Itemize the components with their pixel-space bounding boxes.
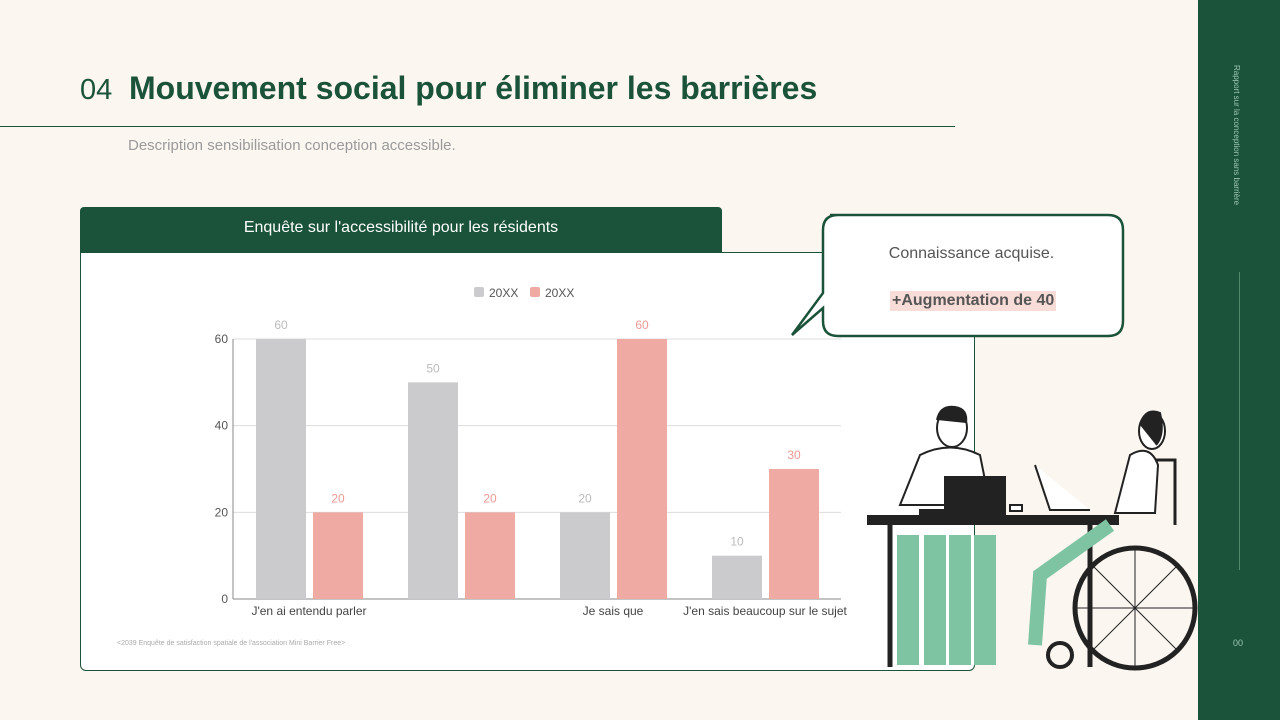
x-tick-label: J'en ai entendu parler: [251, 604, 366, 618]
page-description: Description sensibilisation conception a…: [128, 137, 456, 154]
sidebar-title: Rapport sur la conception sans barrière: [1232, 65, 1241, 206]
card-title: Enquête sur l'accessibilité pour les rés…: [80, 207, 722, 253]
legend-label: 20XX: [489, 286, 518, 300]
source-note: <2039 Enquête de satisfaction spatiale d…: [117, 640, 346, 647]
y-tick-label: 40: [215, 419, 229, 433]
section-number: 04: [80, 74, 113, 106]
legend-swatch: [530, 287, 540, 297]
bar: [313, 512, 363, 599]
data-label: 60: [635, 318, 649, 332]
x-tick-label: J'en sais beaucoup sur le sujet: [683, 604, 847, 618]
page-number: 00: [1232, 638, 1243, 648]
title-divider: [0, 126, 955, 127]
data-label: 60: [274, 318, 288, 332]
bar: [617, 339, 667, 599]
data-label: 20: [578, 491, 592, 505]
data-label: 10: [730, 535, 744, 549]
bar: [769, 469, 819, 599]
data-label: 30: [787, 448, 801, 462]
y-tick-label: 20: [215, 505, 229, 519]
bar: [408, 382, 458, 599]
bar-chart: 0 20 40 60 60 20 J'en ai entendu parler 50 20 20 6…: [215, 286, 848, 618]
y-tick-label: 60: [215, 332, 229, 346]
data-label: 20: [483, 491, 497, 505]
bar: [256, 339, 306, 599]
sidebar-divider: [1239, 272, 1240, 570]
callout-highlight: +Augmentation de 40: [890, 291, 1057, 311]
x-tick-label: Je sais que: [583, 604, 644, 618]
page-title: Mouvement social pour éliminer les barri…: [129, 70, 818, 106]
bar: [712, 555, 762, 599]
bar: [465, 512, 515, 599]
callout-text: Connaissance acquise.: [888, 245, 1055, 262]
data-label: 20: [331, 491, 345, 505]
bar: [560, 512, 610, 599]
legend-swatch: [474, 287, 484, 297]
y-tick-label: 0: [221, 592, 228, 606]
legend-label: 20XX: [545, 286, 574, 300]
data-label: 50: [426, 361, 440, 375]
speech-bubble: [790, 213, 1125, 338]
people-at-desk-illustration: [867, 405, 1198, 671]
